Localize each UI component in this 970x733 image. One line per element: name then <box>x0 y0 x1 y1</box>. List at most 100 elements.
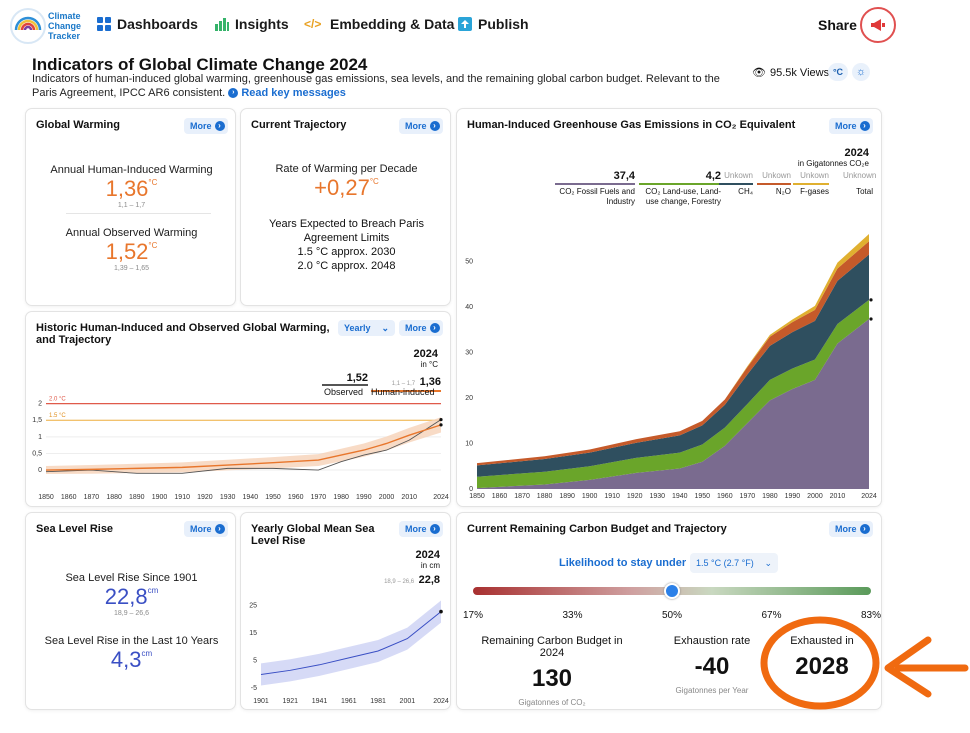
highlight-annotation <box>760 616 969 710</box>
x-tick-label: 1921 <box>282 698 298 705</box>
read-more-label: Read key messages <box>241 87 346 99</box>
human-endpoint <box>439 423 443 427</box>
since-1901-value: 22,8 <box>104 584 148 609</box>
more-button[interactable]: More › <box>399 521 443 537</box>
x-tick-label: 1961 <box>341 698 357 705</box>
x-tick-label: 1850 <box>38 494 54 501</box>
card-title: Human-Induced Greenhouse Gas Emissions i… <box>467 119 796 131</box>
slider-tick-label: 17% <box>462 610 483 621</box>
legend-value: Unkown <box>719 171 753 185</box>
more-label: More <box>405 121 427 131</box>
observed-warming-value: 1,52 <box>105 239 149 264</box>
x-tick-label: 1950 <box>265 494 281 501</box>
human-label: Human-induced <box>371 387 435 397</box>
uncertainty-band <box>261 600 441 686</box>
legend-item: 37,4 CO₂ Fossil Fuels and Industry <box>555 171 635 207</box>
share-button[interactable] <box>860 7 896 43</box>
threshold-2-label: 2.0 °C <box>49 397 66 403</box>
nav-embedding[interactable]: </> Embedding & Data <box>304 16 454 32</box>
observed-value: 1,52 <box>346 372 368 384</box>
y-tick-label: 5 <box>253 658 257 665</box>
legend-label: CH₄ <box>738 187 753 196</box>
unit-toggle-button[interactable]: °C <box>828 63 848 81</box>
more-button[interactable]: More › <box>184 118 228 134</box>
x-tick-label: 2010 <box>830 493 846 500</box>
trajectory-card: Current Trajectory More › Rate of Warming… <box>240 108 451 306</box>
legend-value: Unknown <box>843 171 876 185</box>
x-tick-label: 1850 <box>469 493 485 500</box>
annual-warming-label: Annual Human-Induced Warming <box>50 164 213 176</box>
more-label: More <box>835 121 857 131</box>
nav-dashboards[interactable]: Dashboards <box>97 16 198 32</box>
x-tick-label: 1940 <box>672 493 688 500</box>
unit: cm <box>141 649 153 658</box>
x-tick-label: 1980 <box>762 493 778 500</box>
rate-label: Rate of Warming per Decade <box>275 163 418 175</box>
dropdown-value: Yearly <box>344 323 371 333</box>
logo-text[interactable]: Climate Change Tracker <box>48 11 82 41</box>
more-button[interactable]: More › <box>829 521 873 537</box>
views-counter: 👁 95.5k Views <box>752 66 829 80</box>
card-title: Current Remaining Carbon Budget and Traj… <box>467 523 727 535</box>
nav-insights[interactable]: Insights <box>215 16 289 32</box>
x-tick-label: 2024 <box>433 494 449 501</box>
share-label[interactable]: Share <box>818 17 857 33</box>
x-tick-label: 1960 <box>288 494 304 501</box>
exhaustion-rate-label: Exhaustion rate <box>673 635 751 647</box>
eye-icon: 👁 <box>752 67 766 79</box>
more-label: More <box>190 121 212 131</box>
area-series <box>477 319 869 489</box>
nav-publish[interactable]: Publish <box>458 16 529 32</box>
x-tick-label: 1990 <box>356 494 372 501</box>
legend-value: Unkown <box>757 171 791 185</box>
x-tick-label: 1980 <box>333 494 349 501</box>
unit: °C <box>148 241 158 250</box>
last-10-label: Sea Level Rise in the Last 10 Years <box>44 635 219 647</box>
y-tick-label: 1 <box>38 434 42 441</box>
chevron-right-icon: › <box>429 323 440 333</box>
threshold-15-label: 1.5 °C <box>49 413 66 419</box>
logo-icon[interactable] <box>10 8 46 44</box>
slider-tick-label: 50% <box>661 610 682 621</box>
x-tick-label: 1950 <box>694 493 710 500</box>
more-button[interactable]: More › <box>399 320 443 336</box>
legend-item: Unkown N₂O <box>757 171 791 197</box>
observed-warming-range: 1,39 – 1,65 <box>113 265 150 272</box>
more-button[interactable]: More › <box>829 118 873 134</box>
chart-unit: in °C <box>420 360 438 369</box>
slider-thumb[interactable] <box>664 583 680 599</box>
frequency-dropdown[interactable]: Yearly ⌄ <box>338 320 395 336</box>
human-value: 1,36 <box>419 376 441 388</box>
observed-endpoint <box>439 417 443 422</box>
nav-label: Embedding & Data <box>330 16 455 32</box>
y-tick-label: 0 <box>469 486 473 493</box>
gmsl-chart: -5 5 15 25 1901 1921 1941 1961 1981 2001 2024 <box>249 600 449 705</box>
more-button[interactable]: More › <box>399 118 443 134</box>
x-tick-label: 1920 <box>627 493 643 500</box>
legend-label: Total <box>856 187 873 196</box>
read-key-messages-link[interactable]: › Read key messages <box>228 87 346 99</box>
x-tick-label: 1860 <box>492 493 508 500</box>
remaining-unit: Gigatonnes of CO₂ <box>518 698 586 707</box>
x-tick-label: 1920 <box>197 494 213 501</box>
y-tick-label: 15 <box>249 630 257 637</box>
chevron-down-icon: ⌄ <box>381 322 389 333</box>
observed-line <box>45 419 442 474</box>
sun-icon[interactable]: ☼ <box>852 63 870 81</box>
x-tick-label: 1890 <box>129 494 145 501</box>
chevron-right-icon: › <box>214 524 225 534</box>
chevron-down-icon: ⌄ <box>764 557 772 568</box>
x-tick-label: 2024 <box>861 493 877 500</box>
divider <box>66 213 211 214</box>
global-warming-card: Global Warming More › Annual Human-Induce… <box>25 108 236 306</box>
chevron-right-icon: › <box>859 121 870 131</box>
area-series <box>477 254 869 477</box>
x-tick-label: 1941 <box>312 698 328 705</box>
remaining-label: Remaining Carbon Budget in 2024 <box>481 635 623 659</box>
likelihood-select[interactable]: 1.5 °C (2.7 °F) ⌄ <box>690 553 778 573</box>
nav-label: Publish <box>478 16 529 32</box>
human-induced-band <box>46 417 441 475</box>
exhaustion-rate-value: -40 <box>694 653 730 680</box>
more-button[interactable]: More › <box>184 521 228 537</box>
y-tick-label: 0 <box>38 467 42 474</box>
